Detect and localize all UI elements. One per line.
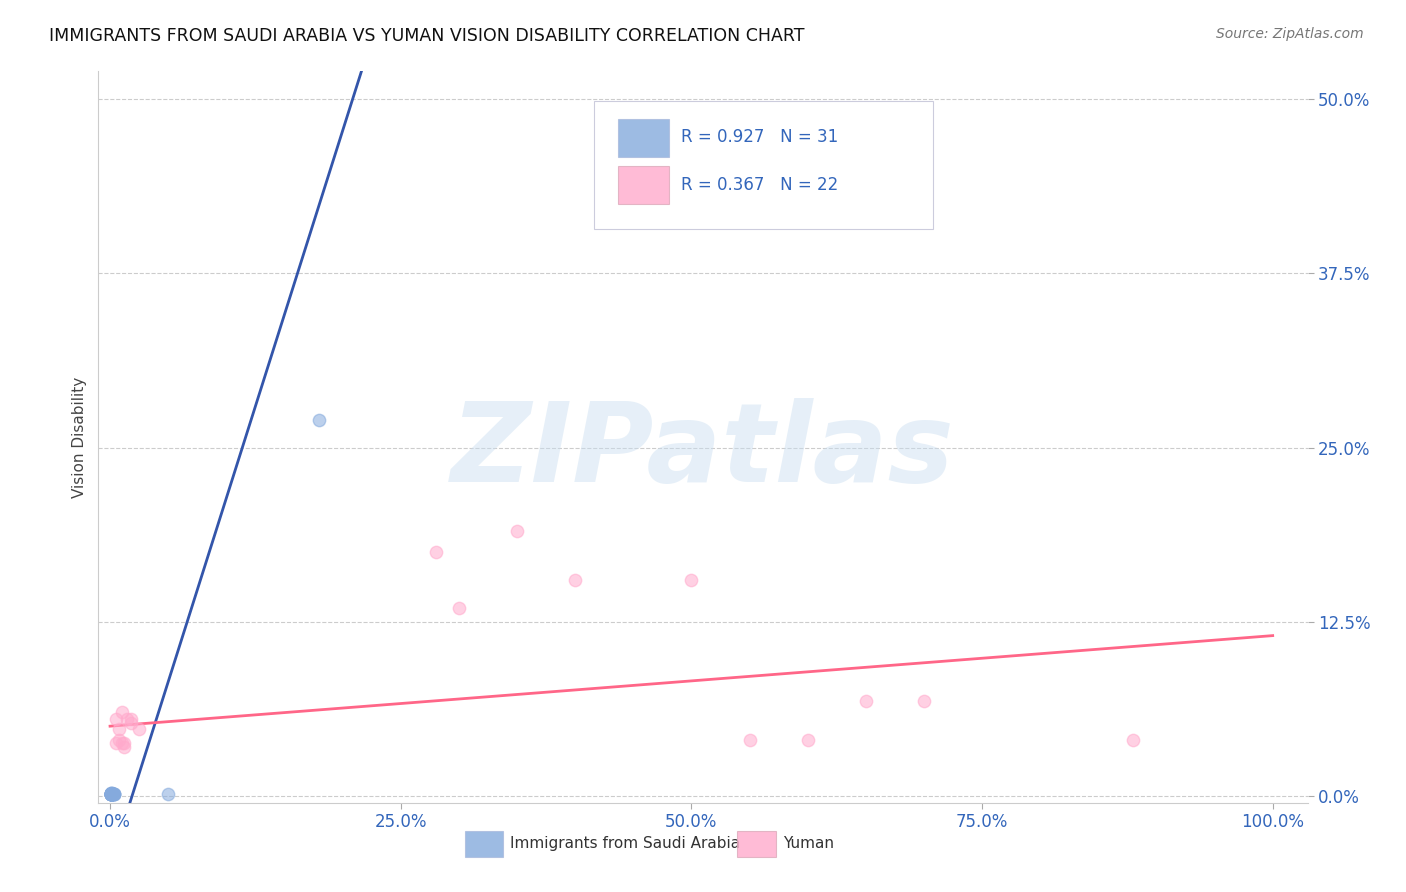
Point (101, 788, 124, 802)
Point (103, 788, 125, 802)
Point (100, 786, 122, 800)
Point (120, 716, 142, 731)
Point (101, 788, 124, 802)
FancyBboxPatch shape (619, 119, 669, 157)
FancyBboxPatch shape (737, 830, 776, 857)
Text: ZIPatlas: ZIPatlas (451, 398, 955, 505)
Point (796, 733, 818, 747)
Text: Yuman: Yuman (783, 836, 834, 851)
Point (103, 788, 125, 802)
FancyBboxPatch shape (465, 830, 503, 857)
Point (681, 573, 703, 587)
Point (738, 733, 761, 747)
Point (100, 788, 122, 802)
Point (100, 786, 122, 800)
Point (425, 545, 447, 559)
Point (912, 694, 935, 708)
Point (157, 788, 180, 802)
Point (120, 712, 142, 726)
Point (100, 788, 122, 802)
Text: Source: ZipAtlas.com: Source: ZipAtlas.com (1216, 27, 1364, 41)
Point (100, 788, 122, 802)
Point (104, 712, 127, 726)
Point (103, 788, 125, 802)
Point (101, 788, 124, 802)
Point (117, 712, 139, 726)
Point (101, 788, 124, 802)
Point (1122, 733, 1144, 747)
Point (111, 705, 134, 719)
Point (100, 788, 122, 802)
Point (111, 736, 134, 750)
Point (100, 788, 122, 802)
Point (112, 736, 135, 750)
Point (506, 524, 529, 538)
FancyBboxPatch shape (619, 167, 669, 204)
Point (101, 786, 124, 800)
Point (100, 788, 122, 802)
Point (108, 733, 131, 747)
Point (101, 788, 124, 802)
Point (100, 788, 122, 802)
FancyBboxPatch shape (595, 101, 932, 228)
Point (100, 788, 122, 802)
Point (447, 600, 470, 615)
Point (100, 788, 122, 802)
Point (100, 788, 122, 802)
Point (100, 788, 122, 802)
Text: R = 0.927   N = 31: R = 0.927 N = 31 (682, 128, 838, 146)
Y-axis label: Vision Disability: Vision Disability (72, 376, 87, 498)
Text: IMMIGRANTS FROM SAUDI ARABIA VS YUMAN VISION DISABILITY CORRELATION CHART: IMMIGRANTS FROM SAUDI ARABIA VS YUMAN VI… (49, 27, 804, 45)
Point (855, 694, 877, 708)
Text: R = 0.367   N = 22: R = 0.367 N = 22 (682, 177, 838, 194)
Point (108, 722, 131, 736)
Point (101, 788, 124, 802)
Point (104, 736, 127, 750)
Point (308, 412, 330, 426)
Point (128, 722, 150, 736)
Text: Immigrants from Saudi Arabia: Immigrants from Saudi Arabia (509, 836, 740, 851)
Point (564, 573, 586, 587)
Point (100, 788, 122, 802)
Point (100, 788, 122, 802)
Point (100, 788, 122, 802)
Point (100, 788, 122, 802)
Point (112, 740, 135, 755)
Point (101, 788, 124, 802)
Point (103, 788, 125, 802)
